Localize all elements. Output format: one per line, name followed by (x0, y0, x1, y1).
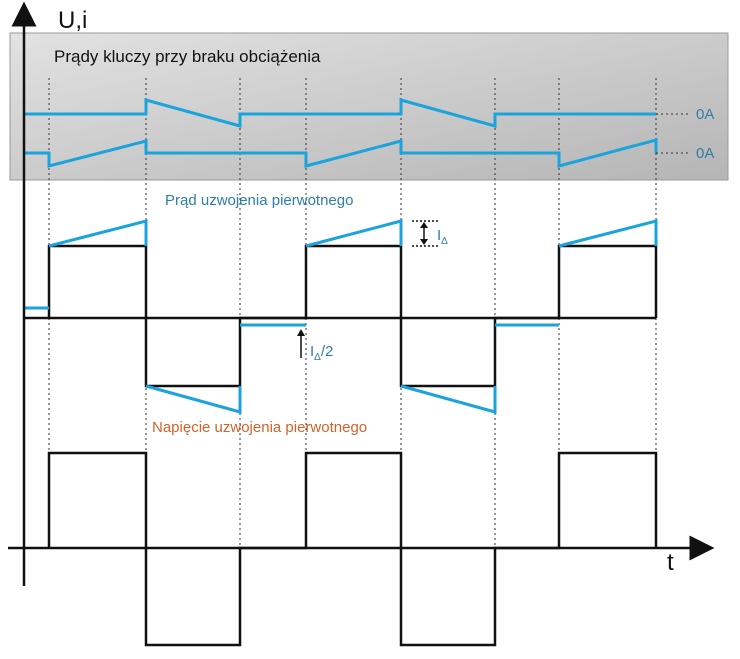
primary-current-trace (24, 219, 658, 414)
half-delta-label: IΔ/2 (310, 343, 333, 363)
switch-current-2-trace (24, 138, 658, 168)
panel-title: Prądy kluczy przy braku obciążenia (54, 47, 321, 66)
switch-currents-panel (9, 32, 729, 181)
half-delta-marker (297, 329, 305, 358)
x-axis-label: t (667, 549, 674, 576)
primary-current-label: Prąd uzwojenia pierwotnego (165, 192, 353, 209)
delta-current-marker (412, 220, 440, 247)
switch-current-1-zero-label: 0A (696, 106, 714, 123)
switch-current-1-trace (24, 98, 656, 128)
delta-current-label: IΔ (437, 227, 448, 247)
switch-current-2-zero-label: 0A (696, 145, 714, 162)
primary-voltage-label: Napięcie uzwojenia pierwotnego (152, 419, 367, 436)
primary-voltage-trace (47, 244, 658, 388)
y-axis-label: U,i (58, 7, 87, 34)
